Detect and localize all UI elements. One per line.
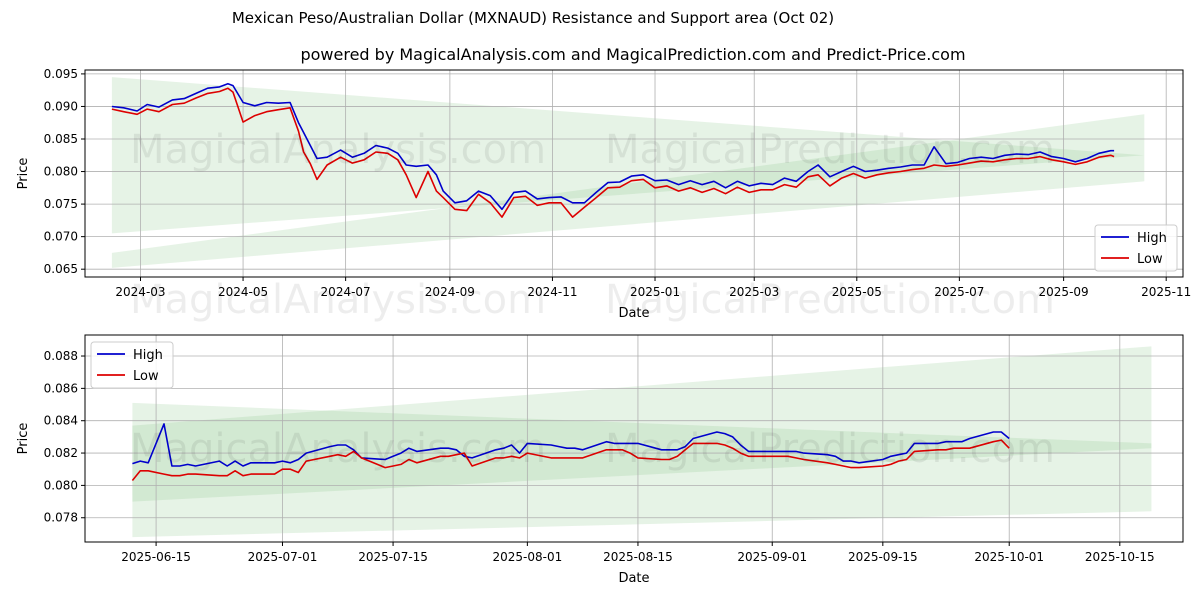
y-tick-label: 0.080 xyxy=(44,478,78,492)
x-tick-label: 2024-09 xyxy=(425,285,475,299)
legend: High Low xyxy=(1094,224,1178,272)
x-tick-label: 2025-01 xyxy=(630,285,680,299)
x-tick-label: 2025-08-01 xyxy=(492,550,562,564)
support-area-band xyxy=(111,114,1145,268)
y-tick-label: 0.080 xyxy=(44,165,78,179)
legend-high-label: High xyxy=(133,348,163,363)
price-series xyxy=(131,423,1010,482)
support-area-band xyxy=(132,346,1152,502)
x-tick-label: 2025-10-15 xyxy=(1085,550,1155,564)
resistance-area-band xyxy=(132,402,1152,538)
x-tick-label: 2024-05 xyxy=(218,285,268,299)
x-tick-label: 2024-11 xyxy=(527,285,577,299)
y-tick-label: 0.065 xyxy=(44,262,78,276)
x-tick-label: 2024-07 xyxy=(321,285,371,299)
y-tick-label: 0.086 xyxy=(44,381,78,395)
y-axis-label: Price xyxy=(16,158,31,190)
y-tick-label: 0.075 xyxy=(44,197,78,211)
watermark-analysis: MagicalAnalysis.com xyxy=(130,426,546,472)
y-tick-label: 0.084 xyxy=(44,414,78,428)
resistance-support-bands xyxy=(111,77,1145,268)
watermark-prediction: MagicalPrediction.com xyxy=(605,426,1055,472)
x-tick-label: 2025-06-15 xyxy=(121,550,191,564)
y-axis-ticks: 0.065 0.070 0.075 0.080 0.085 0.090 0.095 xyxy=(44,67,85,276)
y-tick-label: 0.095 xyxy=(44,67,78,81)
x-axis-label: Date xyxy=(618,571,649,586)
y-tick-label: 0.085 xyxy=(44,132,78,146)
watermark-prediction-middle: MagicalPrediction.com xyxy=(605,277,1055,323)
y-axis-label: Price xyxy=(16,423,31,455)
high-series-line xyxy=(132,423,1010,467)
x-tick-label: 2025-10-01 xyxy=(974,550,1044,564)
y-tick-label: 0.090 xyxy=(44,99,78,113)
low-series-line xyxy=(131,439,1010,482)
low-series-line xyxy=(111,87,1115,218)
y-tick-label: 0.070 xyxy=(44,230,78,244)
watermark-analysis: MagicalAnalysis.com xyxy=(130,127,546,173)
resistance-area-band xyxy=(111,77,1145,234)
x-tick-label: 2025-09-15 xyxy=(848,550,918,564)
plot-frame xyxy=(84,334,1184,543)
x-tick-label: 2025-11 xyxy=(1141,285,1191,299)
x-axis-ticks: 2025-06-15 2025-07-01 2025-07-15 2025-08-01… xyxy=(121,542,1155,564)
x-axis-label: Date xyxy=(618,306,649,321)
x-tick-label: 2025-07-15 xyxy=(358,550,428,564)
x-tick-label: 2025-07-01 xyxy=(248,550,318,564)
legend-low-label: Low xyxy=(1137,252,1163,267)
x-tick-label: 2025-05 xyxy=(832,285,882,299)
x-tick-label: 2025-09-01 xyxy=(737,550,807,564)
legend: High Low xyxy=(90,341,174,389)
x-tick-label: 2025-09 xyxy=(1039,285,1089,299)
high-series-line xyxy=(111,82,1115,211)
chart-title: Mexican Peso/Australian Dollar (MXNAUD) … xyxy=(231,9,835,27)
legend-low-label: Low xyxy=(133,369,159,384)
watermark-prediction: MagicalPrediction.com xyxy=(605,127,1055,173)
price-chart-full-range: 2024-03 2024-05 2024-07 2024-09 2024-11 2025-… xyxy=(16,67,1191,321)
x-tick-label: 2025-07 xyxy=(934,285,984,299)
y-axis-ticks: 0.078 0.080 0.082 0.084 0.086 0.088 xyxy=(44,349,85,525)
price-chart-zoomed-range: 2025-06-15 2025-07-01 2025-07-15 2025-08-01… xyxy=(16,334,1184,586)
x-tick-label: 2024-03 xyxy=(115,285,165,299)
y-tick-label: 0.078 xyxy=(44,511,78,525)
chart-subtitle: powered by MagicalAnalysis.com and Magic… xyxy=(300,45,966,64)
price-series xyxy=(111,82,1115,218)
grid-lines xyxy=(85,70,1183,277)
plot-frame xyxy=(84,69,1184,278)
x-axis-ticks: 2024-03 2024-05 2024-07 2024-09 2024-11 2025-… xyxy=(115,277,1191,299)
y-tick-label: 0.088 xyxy=(44,349,78,363)
x-tick-label: 2025-08-15 xyxy=(603,550,673,564)
resistance-support-bands xyxy=(132,346,1152,538)
y-tick-label: 0.082 xyxy=(44,446,78,460)
legend-high-label: High xyxy=(1137,231,1167,246)
x-tick-label: 2025-03 xyxy=(729,285,779,299)
grid-lines xyxy=(85,335,1183,542)
watermark-analysis-middle: MagicalAnalysis.com xyxy=(130,277,546,323)
